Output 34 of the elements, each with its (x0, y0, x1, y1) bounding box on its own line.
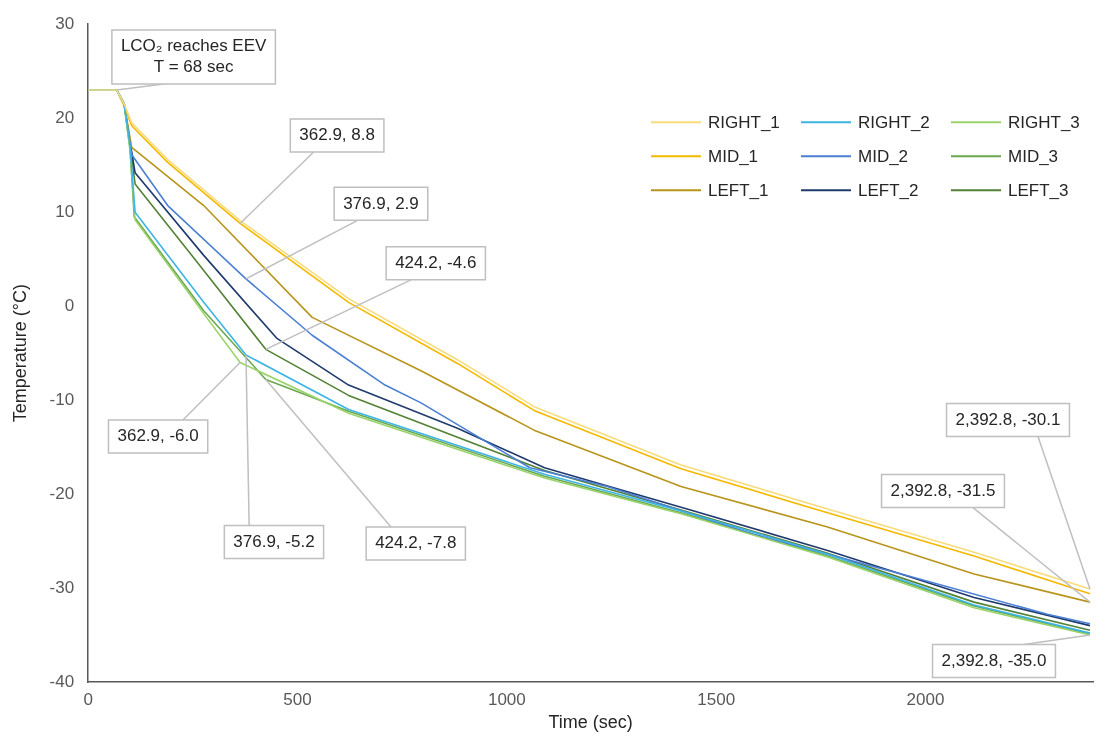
y-tick-label: -30 (49, 577, 75, 597)
annotation: 2,392.8, -30.1 (955, 409, 1061, 429)
legend-label: RIGHT_2 (858, 112, 930, 132)
legend-label: LEFT_1 (708, 180, 769, 200)
y-tick-label: 10 (55, 201, 75, 221)
legend-label: RIGHT_1 (708, 112, 780, 132)
annotation: 376.9, -5.2 (233, 531, 315, 551)
y-tick-label: 20 (55, 107, 75, 127)
annotation: 424.2, -7.8 (375, 533, 457, 553)
annotation: LCO₂ reaches EEV T = 68 sec (120, 36, 268, 77)
annotation: 2,392.8, -35.0 (941, 650, 1047, 670)
legend-label: MID_3 (1008, 146, 1059, 166)
legend-label: MID_2 (858, 146, 909, 166)
annotation: 362.9, 8.8 (299, 125, 375, 145)
y-tick-label: -20 (49, 483, 75, 503)
legend-label: MID_1 (708, 146, 759, 166)
annotation: 424.2, -4.6 (395, 253, 477, 273)
y-tick-label: -40 (49, 671, 75, 691)
x-tick-label: 1000 (487, 689, 526, 709)
legend-label: RIGHT_3 (1008, 112, 1080, 132)
y-tick-label: -10 (49, 389, 75, 409)
x-tick-label: 2000 (906, 689, 945, 709)
x-tick-label: 0 (83, 689, 93, 709)
x-axis-title: Time (sec) (548, 712, 633, 733)
annotation: 376.9, 2.9 (343, 193, 419, 213)
x-tick-label: 500 (283, 689, 312, 709)
y-tick-label: 0 (64, 295, 75, 315)
y-tick-label: 30 (55, 13, 75, 33)
annotation: 2,392.8, -31.5 (890, 480, 996, 500)
annotation: 362.9, -6.0 (117, 426, 199, 446)
legend-label: LEFT_3 (1008, 180, 1069, 200)
x-tick-label: 1500 (697, 689, 736, 709)
legend-label: LEFT_2 (858, 180, 919, 200)
y-axis-title: Temperature (°C) (9, 283, 30, 423)
